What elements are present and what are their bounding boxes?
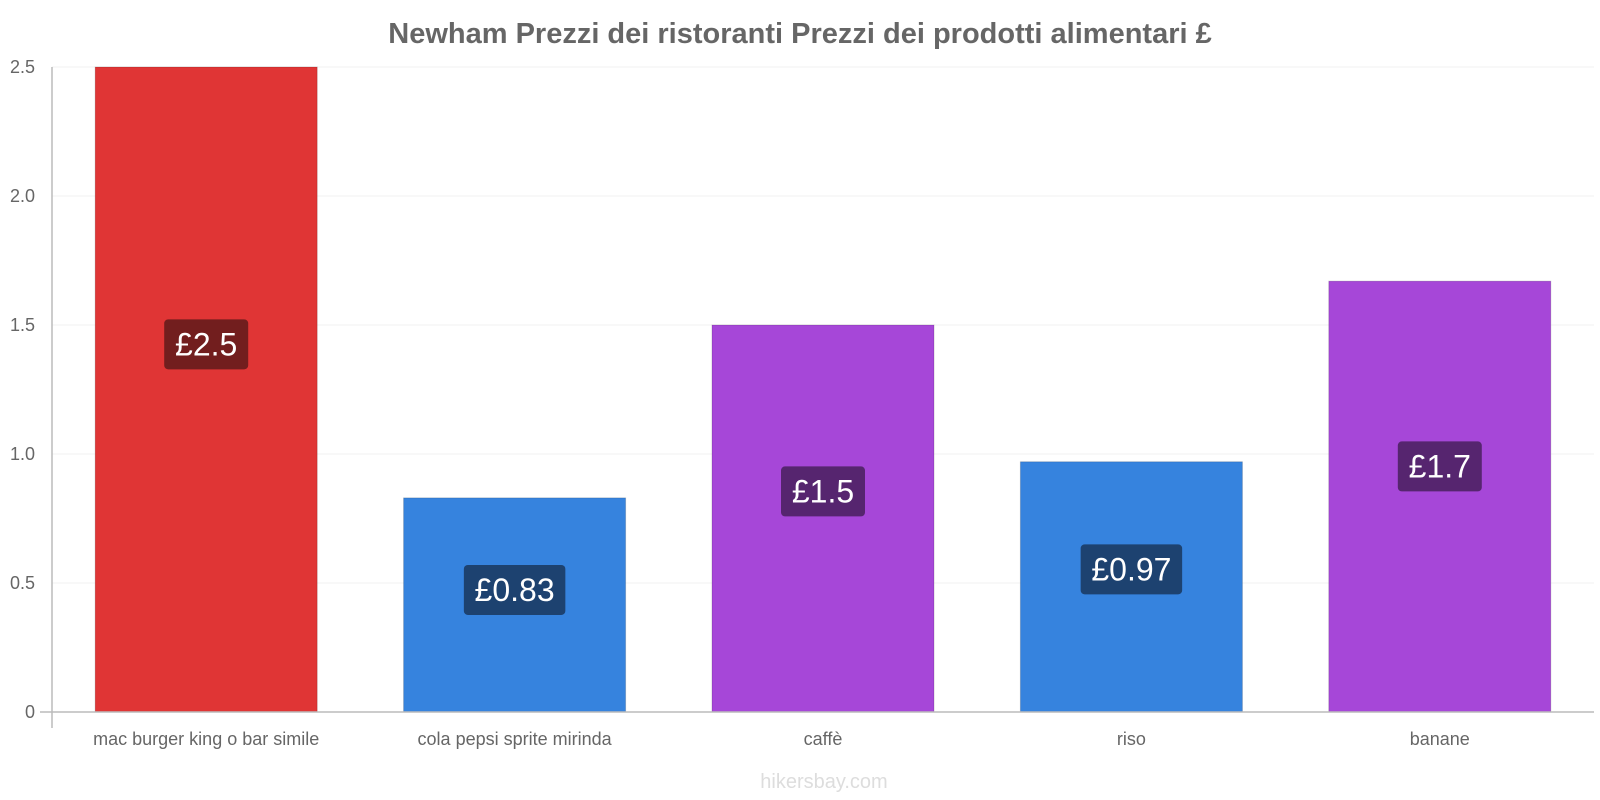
x-tick-label: mac burger king o bar simile (93, 729, 319, 749)
bar (711, 324, 935, 713)
x-tick-label: caffè (804, 729, 843, 749)
y-axis-ticks: 0 0.5 1.0 1.5 2.0 2.5 (10, 57, 35, 722)
axes (40, 67, 1594, 728)
data-label-box (463, 564, 566, 615)
bar (94, 66, 318, 713)
data-label-box (1080, 544, 1183, 595)
bars (94, 66, 1552, 713)
y-tick-label: 0.5 (10, 573, 35, 593)
x-tick-label: banane (1410, 729, 1470, 749)
y-tick-label: 2.0 (10, 186, 35, 206)
y-tick-label: 1.0 (10, 444, 35, 464)
x-tick-label: cola pepsi sprite mirinda (418, 729, 613, 749)
data-label: £1.5 (792, 473, 854, 509)
data-label-box (1397, 441, 1482, 492)
data-label: £0.97 (1091, 551, 1171, 587)
data-label-box (164, 319, 249, 370)
chart-title: Newham Prezzi dei ristoranti Prezzi dei … (388, 18, 1211, 50)
y-tick-label: 2.5 (10, 57, 35, 77)
watermark: hikersbay.com (760, 771, 887, 793)
x-axis-labels: mac burger king o bar simile cola pepsi s… (93, 729, 1470, 749)
data-label-box (781, 466, 865, 517)
y-tick-label: 0 (25, 702, 35, 722)
data-labels: £2.5 £0.83 £1.5 £0.97 £1.7 (164, 319, 1482, 615)
x-tick-label: riso (1117, 729, 1146, 749)
bar (1328, 280, 1552, 713)
data-label: £1.7 (1409, 448, 1471, 484)
data-label: £2.5 (175, 326, 237, 362)
y-tick-label: 1.5 (10, 315, 35, 335)
data-label: £0.83 (475, 572, 555, 608)
